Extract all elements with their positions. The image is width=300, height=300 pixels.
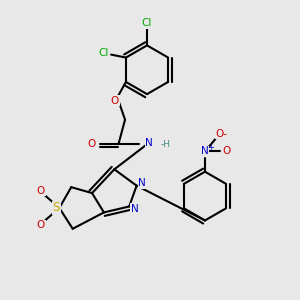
Text: O: O	[215, 129, 224, 139]
Text: O: O	[222, 146, 230, 157]
Text: Cl: Cl	[142, 18, 152, 28]
Text: O: O	[111, 96, 119, 106]
Text: -: -	[222, 129, 226, 139]
Text: O: O	[37, 186, 45, 196]
Text: N: N	[131, 204, 138, 214]
Text: -H: -H	[160, 140, 170, 149]
Text: N: N	[145, 138, 153, 148]
Text: +: +	[207, 143, 214, 152]
Text: S: S	[53, 202, 60, 214]
Text: N: N	[138, 178, 146, 188]
Text: N: N	[201, 146, 209, 157]
Text: Cl: Cl	[98, 48, 109, 58]
Text: O: O	[88, 139, 96, 149]
Text: O: O	[37, 220, 45, 230]
